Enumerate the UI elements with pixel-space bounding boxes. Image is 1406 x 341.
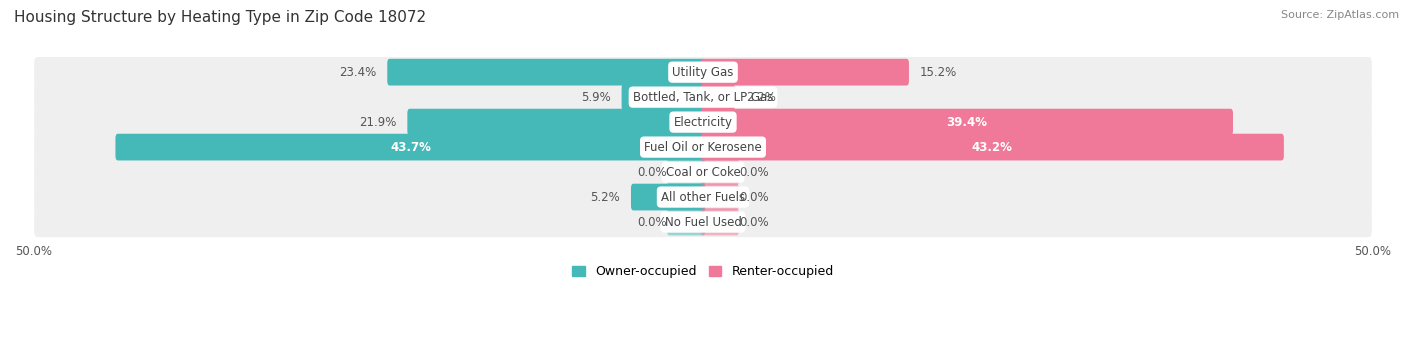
Text: 5.9%: 5.9% — [581, 91, 610, 104]
FancyBboxPatch shape — [34, 182, 1372, 212]
Text: 5.2%: 5.2% — [591, 191, 620, 204]
Text: 15.2%: 15.2% — [920, 66, 957, 79]
Text: Electricity: Electricity — [673, 116, 733, 129]
FancyBboxPatch shape — [700, 109, 1233, 135]
Text: 43.7%: 43.7% — [389, 140, 430, 153]
Text: 0.0%: 0.0% — [740, 216, 769, 228]
Text: 0.0%: 0.0% — [740, 166, 769, 179]
FancyBboxPatch shape — [34, 207, 1372, 237]
FancyBboxPatch shape — [34, 57, 1372, 87]
Text: 0.0%: 0.0% — [740, 191, 769, 204]
Text: 0.0%: 0.0% — [637, 216, 666, 228]
FancyBboxPatch shape — [34, 132, 1372, 162]
Text: All other Fuels: All other Fuels — [661, 191, 745, 204]
Text: 23.4%: 23.4% — [339, 66, 377, 79]
FancyBboxPatch shape — [700, 184, 740, 210]
FancyBboxPatch shape — [34, 157, 1372, 187]
FancyBboxPatch shape — [666, 209, 706, 235]
FancyBboxPatch shape — [700, 159, 740, 186]
FancyBboxPatch shape — [700, 59, 908, 86]
FancyBboxPatch shape — [34, 107, 1372, 137]
Legend: Owner-occupied, Renter-occupied: Owner-occupied, Renter-occupied — [568, 260, 838, 283]
Text: No Fuel Used: No Fuel Used — [665, 216, 741, 228]
Text: Utility Gas: Utility Gas — [672, 66, 734, 79]
FancyBboxPatch shape — [700, 84, 735, 110]
FancyBboxPatch shape — [700, 134, 1284, 161]
Text: Coal or Coke: Coal or Coke — [665, 166, 741, 179]
Text: 2.2%: 2.2% — [745, 91, 776, 104]
FancyBboxPatch shape — [700, 209, 740, 235]
FancyBboxPatch shape — [631, 184, 706, 210]
FancyBboxPatch shape — [666, 159, 706, 186]
Text: 39.4%: 39.4% — [946, 116, 987, 129]
FancyBboxPatch shape — [115, 134, 706, 161]
FancyBboxPatch shape — [34, 82, 1372, 112]
FancyBboxPatch shape — [621, 84, 706, 110]
FancyBboxPatch shape — [387, 59, 706, 86]
Text: Source: ZipAtlas.com: Source: ZipAtlas.com — [1281, 10, 1399, 20]
Text: 0.0%: 0.0% — [637, 166, 666, 179]
Text: Bottled, Tank, or LP Gas: Bottled, Tank, or LP Gas — [633, 91, 773, 104]
Text: Housing Structure by Heating Type in Zip Code 18072: Housing Structure by Heating Type in Zip… — [14, 10, 426, 25]
Text: Fuel Oil or Kerosene: Fuel Oil or Kerosene — [644, 140, 762, 153]
Text: 43.2%: 43.2% — [972, 140, 1012, 153]
Text: 21.9%: 21.9% — [359, 116, 396, 129]
FancyBboxPatch shape — [408, 109, 706, 135]
